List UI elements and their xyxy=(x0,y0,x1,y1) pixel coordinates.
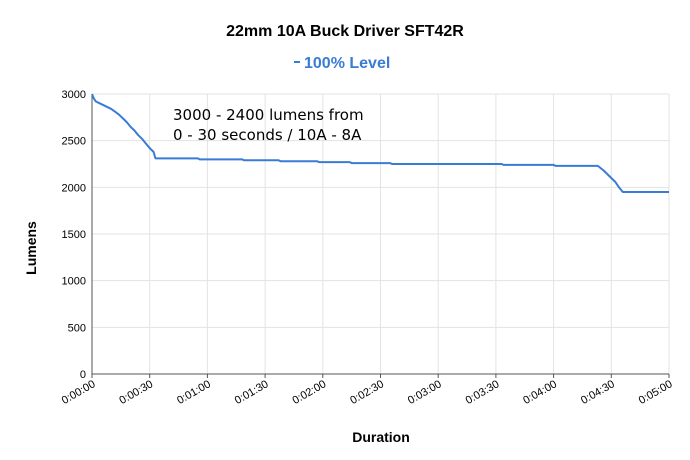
y-tick-label: 1500 xyxy=(62,229,86,241)
y-tick-label: 500 xyxy=(68,322,86,334)
x-axis-label: Duration xyxy=(352,429,410,445)
x-tick-label: 0:02:30 xyxy=(348,378,386,407)
annotation-line-1: 3000 - 2400 lumens from xyxy=(173,106,364,124)
x-tick-labels: 0:00:00 0:00:30 0:01:00 0:01:30 0:02:00 0:02:… xyxy=(60,378,675,407)
x-tick-label: 0:03:00 xyxy=(406,378,444,407)
y-tick-labels: 0 500 1000 1500 2000 2500 3000 xyxy=(62,89,86,381)
gridlines xyxy=(92,93,670,374)
x-tick-label: 0:05:00 xyxy=(637,378,675,407)
y-tick-label: 2000 xyxy=(62,182,86,194)
x-tick-label: 0:04:30 xyxy=(579,378,617,407)
legend: 100% Level xyxy=(294,55,390,72)
x-tick-label: 0:00:00 xyxy=(60,378,98,407)
x-tick-label: 0:00:30 xyxy=(117,378,155,407)
annotation: 3000 - 2400 lumens from 0 - 30 seconds /… xyxy=(173,106,364,144)
axes xyxy=(91,94,670,378)
series-line-100-percent-level xyxy=(91,93,669,193)
x-tick-label: 0:01:30 xyxy=(233,378,271,407)
y-tick-label: 1000 xyxy=(62,276,86,288)
x-tick-label: 0:02:00 xyxy=(291,378,329,407)
x-tick-label: 0:01:00 xyxy=(175,378,213,407)
y-tick-label: 3000 xyxy=(62,89,86,101)
x-tick-label: 0:03:30 xyxy=(464,378,502,407)
y-tick-label: 0 xyxy=(80,369,86,381)
legend-label: 100% Level xyxy=(304,55,390,72)
chart-title: 22mm 10A Buck Driver SFT42R xyxy=(226,23,464,40)
y-tick-label: 2500 xyxy=(62,136,86,148)
x-tick-label: 0:04:00 xyxy=(521,378,559,407)
annotation-line-2: 0 - 30 seconds / 10A - 8A xyxy=(173,126,362,144)
y-axis-label: Lumens xyxy=(23,221,39,275)
